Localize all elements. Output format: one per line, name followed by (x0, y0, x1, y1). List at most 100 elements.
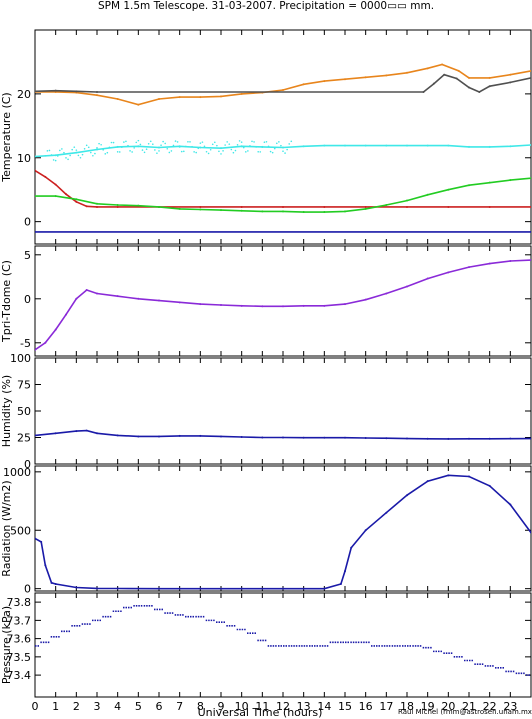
data-point (220, 209, 222, 212)
data-point (96, 202, 98, 205)
data-point (509, 437, 512, 440)
y-tick-label: 0 (24, 216, 31, 229)
data-point (441, 63, 444, 66)
data-point (166, 147, 169, 150)
data-point (98, 142, 100, 145)
data-point (75, 297, 78, 300)
data-point (385, 292, 388, 295)
data-point (145, 148, 148, 151)
plot-frame (34, 245, 532, 357)
data-point (236, 144, 239, 146)
data-point (263, 141, 266, 144)
data-point (75, 586, 78, 589)
panel-temperature: 0 10 20 Temperature (C) (0, 29, 532, 245)
data-point (75, 90, 78, 93)
x-tick-label: 16 (359, 700, 373, 713)
y-tick-label: 500 (10, 524, 31, 537)
data-point (261, 146, 264, 148)
y-tick-label: -5 (20, 337, 31, 350)
data-point (282, 305, 284, 308)
data-point (240, 145, 243, 148)
data-point (226, 141, 228, 143)
data-point (178, 301, 181, 304)
data-point (488, 181, 491, 184)
y-tick-label: 73.5 (7, 651, 32, 664)
data-point (199, 303, 202, 306)
data-point (220, 303, 222, 306)
data-point (488, 262, 491, 265)
data-point (488, 484, 491, 487)
data-point (488, 76, 491, 79)
data-point (323, 304, 326, 307)
data-point (211, 143, 214, 146)
data-point (48, 149, 51, 152)
y-axis-label: Humidity (%) (0, 375, 13, 447)
data-point (185, 145, 187, 148)
x-tick-label: 10 (235, 700, 249, 713)
data-point (158, 97, 160, 100)
x-tick-label: 15 (338, 700, 352, 713)
data-point (75, 198, 78, 201)
data-point (195, 151, 197, 154)
data-point (406, 199, 408, 202)
y-tick-label: 25 (17, 432, 31, 445)
data-point (323, 436, 326, 439)
y-tick-label: 1000 (3, 466, 31, 479)
data-point (199, 434, 202, 437)
data-point (116, 205, 119, 208)
data-point (276, 142, 278, 145)
data-point (96, 90, 98, 93)
plot-frame (34, 357, 532, 465)
data-point (443, 73, 446, 76)
data-point (35, 195, 36, 198)
x-tick-label: 9 (218, 700, 225, 713)
data-point (54, 154, 57, 157)
data-point (468, 184, 470, 187)
data-point (143, 151, 146, 154)
data-point (46, 150, 49, 152)
data-point (323, 80, 326, 83)
data-point (284, 152, 286, 154)
data-point (158, 150, 160, 152)
data-point (426, 277, 429, 280)
y-tick-label: 73.6 (7, 633, 32, 646)
series-group (35, 604, 531, 676)
data-point (232, 151, 235, 154)
x-tick-label: 18 (400, 700, 414, 713)
x-tick-label: 13 (297, 700, 311, 713)
data-point (75, 151, 78, 154)
data-point (90, 151, 92, 154)
data-point (54, 89, 57, 92)
data-point (509, 179, 512, 182)
data-point (290, 140, 293, 143)
data-point (137, 139, 140, 142)
data-point (364, 144, 367, 147)
data-point (172, 144, 175, 147)
data-point (189, 141, 191, 143)
data-point (261, 210, 264, 213)
data-point (530, 437, 531, 440)
data-point (96, 147, 98, 149)
data-point (509, 73, 512, 76)
data-point (530, 205, 531, 208)
data-point (220, 435, 222, 438)
data-point (344, 78, 346, 81)
data-point (199, 96, 202, 99)
data-point (207, 152, 210, 155)
data-point (137, 145, 140, 148)
data-point (216, 144, 218, 147)
x-tick-label: 11 (255, 700, 269, 713)
panel-tpri-tdome: -5 0 5 Tpri-Tdome (C) (0, 245, 532, 357)
data-point (199, 205, 202, 208)
data-point (224, 144, 226, 146)
data-point (199, 142, 202, 144)
data-point (178, 96, 181, 99)
data-point (426, 67, 429, 70)
data-point (240, 209, 243, 212)
y-tick-label: 5 (24, 249, 31, 262)
data-point (488, 205, 491, 208)
data-point (426, 480, 429, 483)
data-point (54, 582, 57, 585)
data-point (203, 145, 206, 148)
